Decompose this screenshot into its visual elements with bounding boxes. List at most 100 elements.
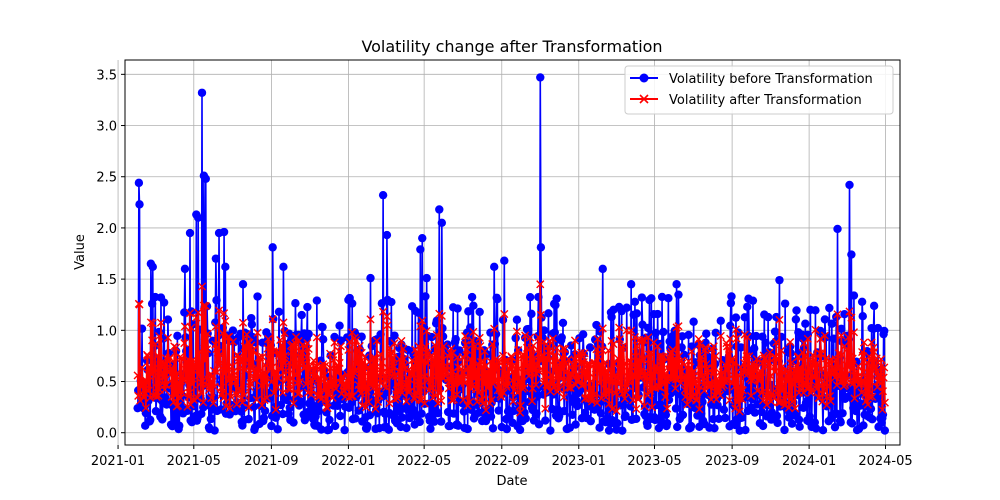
data-point xyxy=(710,423,719,433)
data-point xyxy=(202,345,212,354)
data-point xyxy=(825,356,834,365)
data-point xyxy=(627,363,636,372)
data-point xyxy=(469,301,478,310)
data-point xyxy=(787,394,796,403)
data-point xyxy=(298,340,308,349)
data-point xyxy=(274,351,284,360)
data-point xyxy=(368,354,378,363)
data-point xyxy=(786,359,795,368)
data-point xyxy=(271,367,280,376)
data-point xyxy=(354,406,363,415)
data-point xyxy=(724,344,734,353)
data-point xyxy=(156,318,166,327)
data-point xyxy=(536,243,546,252)
data-point xyxy=(745,352,754,361)
data-point xyxy=(598,264,607,274)
data-point xyxy=(611,389,620,398)
data-point xyxy=(772,411,782,420)
data-point xyxy=(329,356,338,365)
data-point xyxy=(709,342,718,351)
data-point xyxy=(618,426,627,435)
data-point xyxy=(290,370,299,379)
data-point xyxy=(664,294,673,303)
data-point xyxy=(201,301,210,311)
data-point xyxy=(515,425,525,435)
data-point xyxy=(166,370,175,380)
data-point xyxy=(226,392,236,401)
data-point xyxy=(310,371,319,380)
data-point xyxy=(711,328,720,337)
x-tick-label: 2023-09 xyxy=(705,454,759,469)
data-point xyxy=(146,318,155,327)
data-point xyxy=(363,421,372,431)
data-point xyxy=(743,302,752,312)
data-point xyxy=(498,315,508,325)
data-point xyxy=(430,340,439,350)
data-point xyxy=(150,368,159,377)
data-point xyxy=(278,388,287,397)
data-point xyxy=(154,331,164,341)
data-point xyxy=(348,299,357,308)
data-point xyxy=(534,333,543,342)
data-point xyxy=(720,413,730,423)
data-point xyxy=(163,315,173,324)
data-point xyxy=(614,378,623,388)
data-point xyxy=(173,368,182,377)
data-point xyxy=(750,408,760,417)
data-point xyxy=(266,339,275,348)
data-point xyxy=(621,411,630,420)
data-point xyxy=(630,333,640,342)
data-point xyxy=(515,408,525,417)
data-point xyxy=(328,393,337,402)
data-point xyxy=(193,393,202,402)
data-point xyxy=(388,372,397,381)
data-point xyxy=(789,366,799,375)
data-point xyxy=(829,334,838,343)
data-point xyxy=(437,311,446,321)
data-point xyxy=(643,391,652,400)
data-point xyxy=(589,390,599,399)
data-point xyxy=(225,403,234,413)
data-point xyxy=(430,417,439,426)
legend-label-after: Volatility after Transformation xyxy=(669,93,862,108)
data-point xyxy=(601,358,610,367)
data-point xyxy=(692,396,701,405)
data-point xyxy=(568,410,577,419)
data-point xyxy=(818,425,828,435)
data-point xyxy=(383,321,392,330)
data-point xyxy=(837,331,846,340)
data-point xyxy=(219,309,229,318)
data-point xyxy=(244,414,253,424)
data-point xyxy=(242,355,251,364)
data-point xyxy=(741,425,750,435)
data-point xyxy=(208,371,217,380)
data-point xyxy=(787,397,797,407)
data-point xyxy=(468,336,477,345)
data-point xyxy=(784,403,794,413)
data-point xyxy=(422,273,431,283)
data-point xyxy=(499,388,508,397)
data-point xyxy=(192,313,201,322)
data-point xyxy=(461,332,470,341)
data-point xyxy=(562,367,571,376)
data-point xyxy=(610,359,619,369)
data-point xyxy=(639,335,648,344)
data-point xyxy=(180,264,190,274)
data-point xyxy=(255,353,265,362)
data-point xyxy=(573,401,582,411)
data-point xyxy=(727,292,736,301)
data-point xyxy=(462,345,472,354)
data-point xyxy=(276,335,285,345)
data-point xyxy=(356,389,366,398)
data-point xyxy=(842,361,851,370)
data-point xyxy=(838,409,847,418)
data-point xyxy=(743,333,752,342)
data-point xyxy=(526,333,535,342)
data-point xyxy=(689,317,698,326)
data-point xyxy=(647,403,657,412)
data-point xyxy=(676,378,686,387)
data-point xyxy=(197,409,206,419)
data-point xyxy=(163,333,173,342)
data-point xyxy=(700,345,710,355)
data-point xyxy=(414,308,423,317)
